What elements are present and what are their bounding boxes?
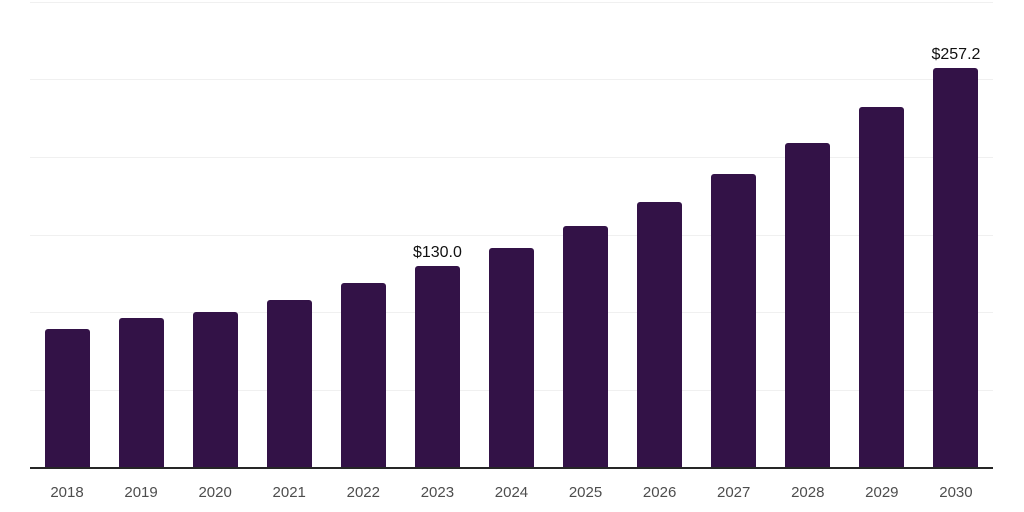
bar-2030 [933, 68, 979, 468]
x-axis-line [30, 467, 993, 469]
gridline [30, 79, 993, 81]
x-tick-label-2027: 2027 [717, 484, 751, 501]
bar-2025 [563, 225, 609, 468]
bar-2026 [637, 201, 683, 468]
bar-2027 [711, 173, 757, 468]
x-tick-label-2030: 2030 [939, 484, 973, 501]
bar-2028 [785, 142, 831, 468]
x-tick-label-2026: 2026 [642, 484, 677, 501]
bar-2024 [489, 247, 534, 468]
x-tick-label-2019: 2019 [124, 484, 158, 501]
gridline [30, 1, 993, 3]
x-tick-label-2018: 2018 [50, 484, 84, 501]
x-tick-label-2028: 2028 [791, 484, 825, 501]
bar-2029 [859, 106, 905, 468]
gridline [30, 156, 993, 158]
bar-2020 [192, 311, 238, 468]
bar-value-label-2023: $130.0 [412, 244, 462, 262]
x-tick-label-2021: 2021 [272, 484, 306, 501]
bar-2019 [118, 317, 164, 468]
bar-2018 [44, 328, 90, 468]
x-tick-label-2022: 2022 [346, 484, 380, 501]
x-tick-label-2020: 2020 [198, 484, 232, 501]
gridline [30, 234, 993, 236]
x-tick-label-2025: 2025 [568, 484, 603, 501]
bar-2021 [266, 299, 312, 468]
x-tick-label-2029: 2029 [865, 484, 899, 501]
bar-value-label-2030: $257.2 [931, 46, 981, 64]
bar-2022 [340, 282, 386, 468]
x-tick-label-2023: 2023 [420, 484, 455, 501]
bar-2023 [414, 266, 460, 468]
x-tick-label-2024: 2024 [494, 484, 529, 501]
